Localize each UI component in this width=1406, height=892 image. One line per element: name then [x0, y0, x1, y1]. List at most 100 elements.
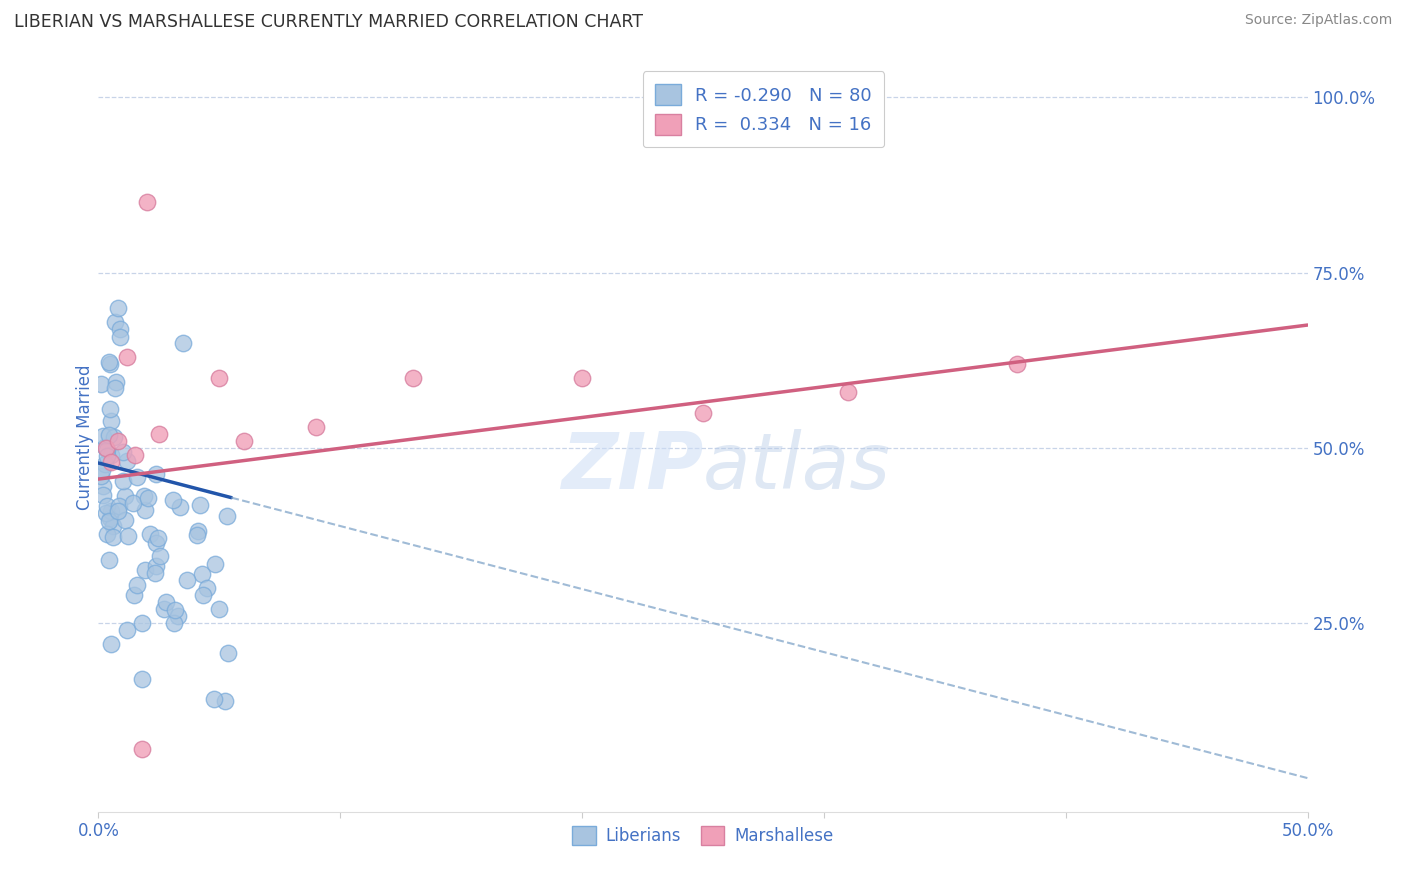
Text: atlas: atlas: [703, 429, 891, 505]
Point: [108, 330, 131, 344]
Point: [215, 508, 238, 523]
Point: [94, 441, 117, 455]
Point: [117, 623, 139, 637]
Point: [148, 426, 170, 441]
Point: [165, 603, 187, 617]
Point: [208, 601, 231, 615]
Point: [111, 445, 134, 459]
Point: [90, 469, 112, 483]
Point: [91, 478, 114, 492]
Point: [135, 195, 157, 210]
Point: [202, 692, 225, 706]
Point: [134, 502, 156, 516]
Point: [162, 493, 184, 508]
Point: [152, 601, 174, 615]
Point: [146, 532, 169, 546]
Point: [172, 335, 194, 350]
Point: [145, 536, 167, 550]
Point: [163, 616, 186, 631]
Point: [1007, 357, 1029, 371]
Point: [217, 646, 239, 660]
Point: [193, 588, 215, 602]
Point: [104, 381, 127, 395]
Point: [155, 594, 177, 608]
Point: [100, 454, 122, 468]
Point: [127, 578, 149, 592]
Point: [114, 513, 136, 527]
Point: [98, 514, 121, 528]
Point: [104, 314, 127, 328]
Point: [124, 448, 146, 462]
Point: [100, 504, 122, 518]
Text: ZIP: ZIP: [561, 429, 703, 505]
Point: [98, 354, 121, 368]
Point: [98, 511, 121, 525]
Point: [122, 588, 145, 602]
Point: [837, 384, 859, 399]
Point: [90, 377, 112, 392]
Point: [169, 500, 191, 514]
Point: [204, 557, 226, 571]
Point: [571, 370, 593, 384]
Point: [108, 321, 131, 335]
Point: [149, 549, 172, 564]
Point: [139, 526, 162, 541]
Point: [107, 504, 129, 518]
Point: [145, 559, 167, 574]
Point: [214, 694, 236, 708]
Point: [114, 489, 136, 503]
Point: [117, 529, 139, 543]
Point: [232, 434, 254, 448]
Point: [208, 370, 231, 384]
Point: [131, 615, 153, 630]
Point: [131, 741, 153, 756]
Point: [101, 519, 124, 533]
Point: [186, 528, 208, 542]
Point: [402, 370, 425, 384]
Text: Source: ZipAtlas.com: Source: ZipAtlas.com: [1244, 13, 1392, 28]
Point: [100, 414, 122, 428]
Point: [692, 406, 714, 420]
Point: [93, 429, 115, 443]
Point: [96, 500, 118, 514]
Point: [143, 566, 166, 580]
Point: [176, 574, 198, 588]
Point: [107, 434, 129, 448]
Point: [125, 470, 148, 484]
Point: [96, 443, 118, 458]
Point: [97, 428, 120, 442]
Point: [108, 499, 131, 513]
Point: [305, 419, 328, 434]
Point: [96, 527, 118, 541]
Point: [105, 376, 128, 390]
Point: [91, 488, 114, 502]
Legend: Liberians, Marshallese: Liberians, Marshallese: [565, 820, 841, 852]
Point: [111, 474, 134, 488]
Point: [121, 496, 143, 510]
Point: [145, 467, 167, 482]
Point: [191, 566, 214, 581]
Point: [96, 450, 118, 464]
Point: [98, 358, 121, 372]
Point: [131, 672, 153, 686]
Point: [117, 350, 139, 364]
Point: [187, 524, 209, 539]
Point: [101, 530, 124, 544]
Point: [97, 552, 120, 566]
Point: [167, 608, 190, 623]
Point: [134, 489, 156, 503]
Point: [100, 448, 122, 462]
Point: [195, 581, 218, 595]
Point: [103, 430, 125, 444]
Point: [94, 506, 117, 520]
Point: [98, 401, 121, 416]
Point: [100, 637, 122, 651]
Y-axis label: Currently Married: Currently Married: [76, 364, 94, 510]
Point: [93, 457, 115, 471]
Point: [94, 440, 117, 454]
Text: LIBERIAN VS MARSHALLESE CURRENTLY MARRIED CORRELATION CHART: LIBERIAN VS MARSHALLESE CURRENTLY MARRIE…: [14, 13, 643, 31]
Point: [107, 301, 129, 315]
Point: [91, 463, 114, 477]
Point: [136, 491, 159, 505]
Point: [134, 563, 156, 577]
